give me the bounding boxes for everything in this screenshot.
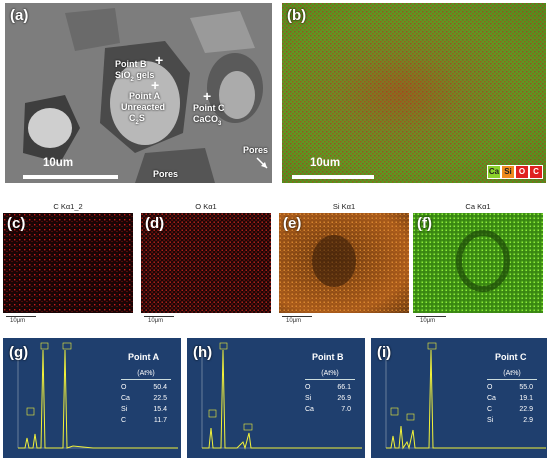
marker-point-b: + [155,52,164,68]
scale-bar-a [23,175,118,179]
table-header-i: (At%) [487,368,537,380]
table-row: C 22.9 [487,406,533,413]
panel-label-b: (b) [287,7,307,24]
map-title-si: Si Kα1 [332,202,356,211]
scale-text-d: 10μm [148,318,164,324]
table-row: Ca 19.1 [487,395,533,402]
point-a-label: Point A [129,91,161,101]
scale-text-b: 10um [310,157,341,169]
marker-point-a: + [151,77,160,93]
point-title-h: Point B [312,352,344,362]
sem-microstructure [5,3,272,183]
legend-o: O [515,165,529,179]
table-row: Ca 7.0 [305,406,351,413]
map-title-o: O Kα1 [195,202,217,211]
panel-label-c: (c) [7,215,26,232]
annotation-point-b: Point B SiO2 gels [115,59,154,86]
eds-composite-map [282,3,546,183]
map-title-c: C Kα1_2 [53,202,83,211]
scale-f [416,316,446,317]
sem-image-panel: (a) + Point B SiO2 gels + Point A Unreac… [5,3,272,183]
map-si-panel: (e) [279,213,409,313]
scale-d [144,316,174,317]
legend-c: C [529,165,543,179]
map-ca-texture [413,213,543,313]
legend-si: Si [501,165,515,179]
panel-label-h: (h) [193,344,213,361]
pores-arrows [256,157,268,169]
scale-text-a: 10um [43,157,74,169]
eds-composite-panel: (b) 10um Ca Si O C [282,3,546,183]
table-row: Ca 22.5 [121,395,167,402]
composition-table-i: (At%) O 55.0 Ca 19.1 C 22.9 Si 2.9 [487,368,537,426]
point-title-i: Point C [495,352,527,362]
map-o-panel: (d) [141,213,271,313]
table-row: O 50.4 [121,384,167,391]
scale-text-e: 10μm [286,318,302,324]
scale-text-c: 10μm [10,318,26,324]
point-b-label: Point B [115,59,147,69]
panel-label-e: (e) [283,215,302,232]
spectrum-panel-h: (h) Point B (At%) O 66.1 Si 26.9 Ca 7.0 [187,338,365,458]
map-c-panel: (c) [3,213,133,313]
spectrum-g-plot [17,342,178,449]
spectrum-panel-i: (i) Point C (At%) O 55.0 Ca 19.1 C 22.9 Si 2… [371,338,547,458]
map-si-texture [279,213,409,313]
caco3-label: CaCO3 [193,114,222,127]
map-ca-panel: (f) [413,213,543,313]
panel-label-i: (i) [377,344,392,361]
pores-label-bottom: Pores [153,169,179,179]
pores-label-right: Pores [243,145,269,155]
scale-bar-b [292,175,374,179]
panel-label-a: (a) [10,7,29,24]
legend-ca: Ca [487,165,501,179]
sio2-gels-label: SiO2 gels [115,70,155,83]
table-row: Si 2.9 [487,417,533,424]
table-row: Si 26.9 [305,395,351,402]
annotation-point-a: Point A Unreacted C2S [121,91,165,129]
marker-point-c: + [203,88,212,104]
table-row: O 55.0 [487,384,533,391]
c2s-label: C2S [129,113,145,126]
spectrum-h-plot [201,342,362,450]
table-header-h: (At%) [305,368,355,380]
point-c-label: Point C [193,103,225,113]
table-row: Si 15.4 [121,406,167,413]
table-row: O 66.1 [305,384,351,391]
annotation-point-c: Point C CaCO3 [193,103,225,130]
scale-c [6,316,36,317]
map-title-ca: Ca Kα1 [465,202,491,211]
composition-table-h: (At%) O 66.1 Si 26.9 Ca 7.0 [305,368,355,415]
map-c-texture [3,213,133,313]
panel-label-f: (f) [417,215,432,232]
spectrum-i-plot [385,342,546,450]
table-row: C 11.7 [121,417,167,424]
point-title-g: Point A [128,352,160,362]
scale-text-f: 10μm [420,318,436,324]
scale-e [282,316,312,317]
composition-table-g: (At%) O 50.4 Ca 22.5 Si 15.4 C 11.7 [121,368,171,426]
table-header-g: (At%) [121,368,171,380]
map-o-texture [141,213,271,313]
unreacted-label: Unreacted [121,102,166,112]
panel-label-d: (d) [145,215,165,232]
panel-label-g: (g) [9,344,29,361]
